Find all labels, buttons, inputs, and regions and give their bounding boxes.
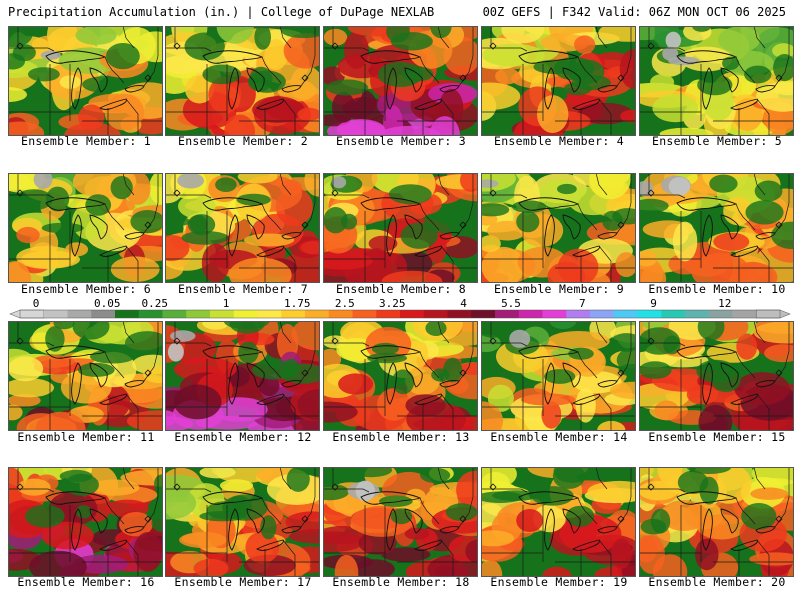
colorbar-segment xyxy=(685,310,710,318)
ensemble-member-label: Ensemble Member: 10 xyxy=(648,282,786,296)
colorbar-segment xyxy=(518,310,543,318)
ensemble-member-label: Ensemble Member: 3 xyxy=(335,134,467,148)
ensemble-map-panel xyxy=(639,173,794,283)
ensemble-member-label: Ensemble Member: 5 xyxy=(651,134,783,148)
colorbar-tick-label: 1 xyxy=(223,297,230,310)
ensemble-map-panel xyxy=(8,467,163,577)
map-title: Precipitation Accumulation (in.) | Colle… xyxy=(8,5,435,19)
ensemble-member-label: Ensemble Member: 6 xyxy=(20,282,152,296)
ensemble-member-label: Ensemble Member: 11 xyxy=(17,430,155,444)
precipitation-colorbar: 0 0.05 0.25 1 1.75 2.5 3.25 4 5.5 7 9 12 xyxy=(8,296,792,322)
ensemble-member-label: Ensemble Member: 7 xyxy=(177,282,309,296)
colorbar-segment xyxy=(67,310,92,318)
colorbar-segment xyxy=(43,310,68,318)
colorbar-segment xyxy=(661,310,686,318)
ensemble-member-label: Ensemble Member: 18 xyxy=(332,575,470,589)
colorbar-segment xyxy=(471,310,496,318)
colorbar-segment xyxy=(376,310,401,318)
colorbar-tick-label: 0 xyxy=(33,297,40,310)
colorbar-segment xyxy=(328,310,353,318)
ensemble-map-panel xyxy=(165,26,320,136)
colorbar-segment xyxy=(91,310,116,318)
ensemble-member-label: Ensemble Member: 2 xyxy=(177,134,309,148)
colorbar-segment xyxy=(138,310,163,318)
colorbar-segment xyxy=(637,310,662,318)
colorbar-tick-label: 0.05 xyxy=(94,297,121,310)
ensemble-map-panel xyxy=(481,321,636,431)
ensemble-map-panel xyxy=(481,173,636,283)
colorbar-tick-label: 3.25 xyxy=(379,297,406,310)
colorbar-tick-label: 9 xyxy=(650,297,657,310)
colorbar-tick-label: 2.5 xyxy=(335,297,355,310)
ensemble-member-label: Ensemble Member: 13 xyxy=(332,430,470,444)
colorbar-segment xyxy=(162,310,187,318)
ensemble-member-label: Ensemble Member: 19 xyxy=(490,575,628,589)
colorbar-segment xyxy=(281,310,306,318)
colorbar-min-arrow xyxy=(9,309,45,319)
ensemble-map-panel xyxy=(165,173,320,283)
ensemble-map-panel xyxy=(481,467,636,577)
colorbar-tick-label: 7 xyxy=(579,297,586,310)
ensemble-map-panel xyxy=(639,467,794,577)
colorbar-segment xyxy=(613,310,638,318)
colorbar-tick-label: 1.75 xyxy=(284,297,311,310)
ensemble-map-panel xyxy=(8,173,163,283)
colorbar-segment xyxy=(732,310,757,318)
ensemble-map-panel xyxy=(323,26,478,136)
model-run-info: 00Z GEFS | F342 Valid: 06Z MON OCT 06 20… xyxy=(482,5,786,19)
ensemble-map-panel xyxy=(481,26,636,136)
ensemble-map-panel xyxy=(639,321,794,431)
ensemble-member-label: Ensemble Member: 20 xyxy=(648,575,786,589)
colorbar-segment xyxy=(423,310,448,318)
colorbar-tick-label: 0.25 xyxy=(142,297,169,310)
colorbar-segment xyxy=(447,310,472,318)
ensemble-map-panel xyxy=(323,173,478,283)
colorbar-segment xyxy=(495,310,520,318)
ensemble-member-label: Ensemble Member: 9 xyxy=(493,282,625,296)
colorbar-tick-label: 4 xyxy=(460,297,467,310)
ensemble-member-label: Ensemble Member: 4 xyxy=(493,134,625,148)
colorbar-max-arrow xyxy=(755,309,791,319)
colorbar-segment xyxy=(566,310,591,318)
ensemble-map-panel xyxy=(323,321,478,431)
ensemble-member-label: Ensemble Member: 1 xyxy=(20,134,152,148)
colorbar-segment xyxy=(352,310,377,318)
ensemble-member-label: Ensemble Member: 14 xyxy=(490,430,628,444)
ensemble-member-label: Ensemble Member: 8 xyxy=(335,282,467,296)
colorbar-tick-label: 5.5 xyxy=(501,297,521,310)
colorbar-segment xyxy=(186,310,211,318)
colorbar-segment xyxy=(590,310,615,318)
colorbar-segment xyxy=(542,310,567,318)
colorbar-segment xyxy=(305,310,330,318)
colorbar-segment xyxy=(708,310,733,318)
ensemble-map-panel xyxy=(639,26,794,136)
ensemble-member-label: Ensemble Member: 17 xyxy=(174,575,312,589)
colorbar-segment xyxy=(400,310,425,318)
ensemble-map-panel xyxy=(8,321,163,431)
ensemble-member-label: Ensemble Member: 15 xyxy=(648,430,786,444)
ensemble-member-label: Ensemble Member: 12 xyxy=(174,430,312,444)
colorbar-segment xyxy=(115,310,140,318)
ensemble-map-panel xyxy=(165,321,320,431)
colorbar-segment xyxy=(233,310,258,318)
colorbar-segment xyxy=(210,310,235,318)
colorbar-tick-label: 12 xyxy=(718,297,731,310)
ensemble-map-panel xyxy=(323,467,478,577)
ensemble-map-panel xyxy=(165,467,320,577)
ensemble-member-label: Ensemble Member: 16 xyxy=(17,575,155,589)
colorbar-segment xyxy=(257,310,282,318)
ensemble-map-panel xyxy=(8,26,163,136)
